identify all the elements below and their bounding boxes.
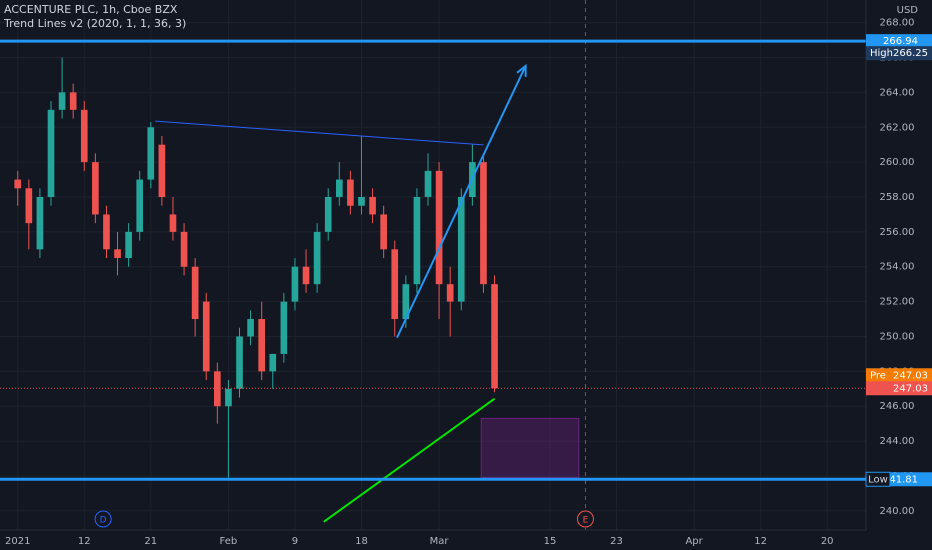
- y-tick-label: 264.00: [880, 87, 915, 98]
- candle-body: [457, 197, 465, 302]
- price-axis: [866, 0, 932, 550]
- candle-body: [47, 109, 55, 198]
- candle-body: [92, 162, 99, 215]
- candle-body: [424, 170, 432, 198]
- chart-title: ACCENTURE PLC, 1h, Cboe BZX: [4, 3, 178, 16]
- candle-body: [446, 284, 454, 302]
- x-tick-label: Feb: [220, 536, 238, 547]
- candle-body: [225, 388, 232, 407]
- candle-body: [280, 301, 288, 354]
- y-tick-label: 250.00: [880, 331, 915, 342]
- trend-line: [323, 397, 496, 523]
- arrow-head: [516, 63, 527, 77]
- currency: USD: [897, 5, 919, 16]
- candle-body: [80, 109, 88, 163]
- y-tick-label: 240.00: [880, 506, 915, 517]
- candle-body: [269, 353, 277, 372]
- y-tick-label: 244.00: [880, 436, 915, 447]
- event-marker: [94, 510, 112, 528]
- x-tick-label: 23: [610, 536, 623, 547]
- candle-body: [335, 179, 343, 198]
- candle-body: [114, 249, 121, 259]
- candle-body: [169, 214, 177, 232]
- candle-body: [291, 266, 299, 302]
- candle-body: [313, 231, 321, 285]
- price-tag-value: 247.03: [893, 383, 928, 394]
- candle-body: [358, 197, 365, 206]
- x-tick-label: 21: [144, 536, 157, 547]
- price-tag-name: High: [870, 48, 893, 59]
- y-tick-label: 268.00: [880, 18, 915, 29]
- indicator-legend: Trend Lines v2 (2020, 1, 1, 36, 3): [3, 17, 186, 30]
- x-tick-label: 12: [78, 536, 91, 547]
- candle-body: [413, 197, 421, 285]
- x-tick-label: 15: [544, 536, 557, 547]
- candle-body: [147, 127, 155, 180]
- price-tag: [866, 368, 932, 383]
- candle-body: [180, 231, 188, 267]
- x-tick-label: 20: [821, 536, 834, 547]
- candle-body: [347, 179, 354, 206]
- y-tick-label: 254.00: [880, 262, 915, 273]
- trend-line: [155, 120, 484, 146]
- level-name-tag: [865, 471, 891, 487]
- y-tick-label: 260.00: [880, 157, 915, 168]
- candle-body: [14, 179, 22, 189]
- candle-body: [324, 197, 332, 232]
- candle-body: [191, 266, 199, 320]
- x-tick-label: Apr: [685, 536, 703, 547]
- level-value: 241.81: [883, 474, 918, 485]
- candle-body: [103, 214, 110, 250]
- x-tick-label: 2021: [5, 536, 30, 547]
- x-tick-label: Mar: [430, 536, 450, 547]
- event-label: E: [583, 516, 589, 526]
- x-tick-label: 9: [292, 536, 298, 547]
- candle-body: [202, 301, 210, 372]
- trend-line: [396, 65, 527, 339]
- level-name: Low: [868, 474, 888, 485]
- candle-body: [247, 319, 254, 337]
- grid: [0, 0, 866, 530]
- candle-body: [435, 170, 443, 285]
- price-tag: [866, 46, 932, 61]
- price-tag-name: Pre: [870, 370, 886, 381]
- y-tick-label: 262.00: [880, 122, 915, 133]
- level-tag: [866, 34, 932, 49]
- candle-body: [258, 319, 266, 372]
- x-tick-label: 12: [754, 536, 767, 547]
- price-tag-value: 247.03: [893, 370, 928, 381]
- candle-body: [25, 188, 33, 224]
- candle-body: [369, 197, 376, 215]
- candle-body: [36, 197, 44, 250]
- y-tick-label: 256.00: [880, 227, 915, 238]
- range-box: [480, 417, 580, 479]
- candle-body: [491, 284, 498, 389]
- candle-body: [136, 179, 144, 232]
- price-tag-value: 266.25: [893, 48, 928, 59]
- candle-body: [125, 231, 132, 259]
- candle-body: [391, 249, 399, 320]
- level-value: 266.94: [883, 36, 918, 47]
- event-marker: [576, 510, 594, 528]
- candle-body: [380, 214, 387, 250]
- candle-body: [158, 144, 166, 198]
- y-tick-label: 258.00: [880, 192, 915, 203]
- candle-body: [402, 284, 410, 320]
- y-tick-label: 246.00: [880, 401, 915, 412]
- candle-body: [302, 266, 310, 285]
- candle-body: [69, 92, 77, 110]
- axes: 240.00242.00244.00246.00248.00250.00252.…: [5, 18, 932, 547]
- y-tick-label: 252.00: [880, 297, 915, 308]
- candle-body: [480, 162, 487, 285]
- candle-body: [214, 371, 221, 407]
- event-label: D: [100, 516, 107, 526]
- candle-body: [236, 336, 243, 389]
- price-tag: [866, 381, 932, 396]
- x-tick-label: 18: [355, 536, 368, 547]
- candle-body: [58, 92, 66, 110]
